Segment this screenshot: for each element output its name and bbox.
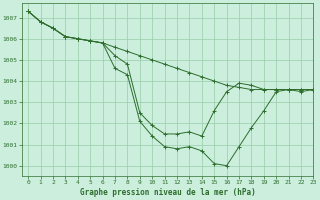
X-axis label: Graphe pression niveau de la mer (hPa): Graphe pression niveau de la mer (hPa)	[80, 188, 256, 197]
